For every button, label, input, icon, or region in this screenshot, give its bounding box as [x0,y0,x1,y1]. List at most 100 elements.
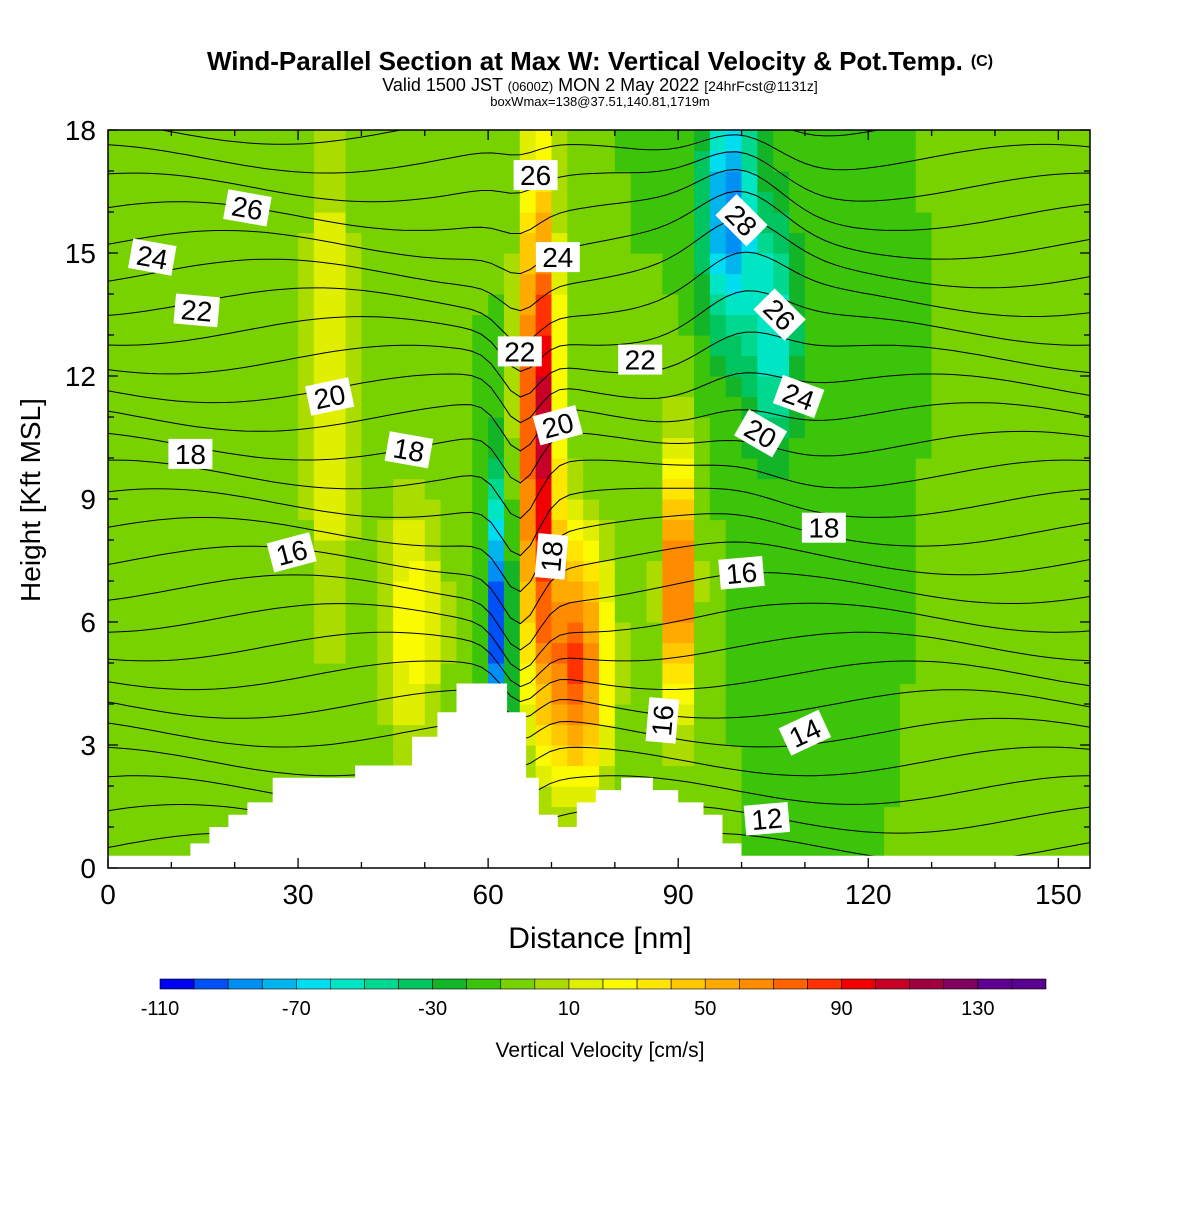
velocity-cell [725,519,743,541]
velocity-cell [187,519,204,541]
velocity-cell [345,253,363,275]
velocity-cell [282,212,299,234]
velocity-cell [234,335,252,357]
velocity-cell [503,581,521,603]
velocity-cell [1074,540,1090,562]
velocity-cell [694,437,711,459]
velocity-cell [963,437,980,459]
velocity-cell [630,130,648,152]
velocity-cell [868,376,885,398]
velocity-cell [599,478,616,500]
velocity-cell [915,417,933,439]
theta-contour-line [108,513,1090,593]
velocity-cell [456,499,473,521]
velocity-cell [440,601,458,623]
velocity-cell [599,212,616,234]
velocity-cell [171,765,188,787]
velocity-cell [694,704,711,726]
velocity-cell [250,581,267,603]
velocity-cell [725,437,743,459]
velocity-cell [171,396,188,418]
velocity-cell [915,171,933,193]
contour-label-text: 26 [520,160,551,191]
velocity-cell [789,499,806,521]
velocity-cell [852,519,869,541]
contour-label: 24 [128,238,177,276]
velocity-cell [646,663,663,685]
velocity-cell [123,478,141,500]
velocity-cell [1058,540,1075,562]
velocity-cell [329,273,347,295]
velocity-cell [424,642,442,664]
velocity-cell [361,704,378,726]
x-tick-label: 120 [845,879,892,910]
velocity-cell [994,806,1012,828]
velocity-cell [963,601,980,623]
velocity-cell [583,663,600,685]
velocity-cell [852,540,869,562]
velocity-cell [329,355,347,377]
velocity-cell [1074,212,1090,234]
velocity-cell [836,212,854,234]
velocity-cell [979,355,996,377]
velocity-cell [599,417,616,439]
velocity-cell [741,601,758,623]
velocity-cell [108,314,125,336]
velocity-cell [614,130,632,152]
velocity-cell [456,417,473,439]
velocity-cell [757,642,774,664]
velocity-cell [139,622,157,644]
velocity-cell [599,683,616,705]
velocity-cell [250,150,267,172]
velocity-cell [535,212,553,234]
velocity-cell [1010,478,1028,500]
velocity-cell [329,642,347,664]
velocity-cell [852,458,869,480]
velocity-cell [234,253,252,275]
velocity-cell [820,458,838,480]
velocity-cell [123,827,141,849]
velocity-cell [187,683,204,705]
x-tick-label: 0 [100,879,116,910]
velocity-cell [1058,704,1075,726]
velocity-cell [899,376,917,398]
velocity-cell [852,232,869,254]
velocity-cell [662,273,679,295]
velocity-cell [345,130,363,152]
velocity-cell [345,294,363,316]
velocity-cell [947,437,964,459]
velocity-cell [377,294,394,316]
velocity-cell [884,642,901,664]
velocity-cell [408,560,426,582]
velocity-cell [171,171,188,193]
colorbar-swatch [398,978,433,990]
velocity-cell [868,417,885,439]
velocity-cell [203,273,220,295]
velocity-cell [979,191,996,213]
velocity-cell [139,499,157,521]
velocity-cell [282,581,299,603]
velocity-cell [266,376,283,398]
velocity-cell [662,294,679,316]
velocity-cell [361,130,378,152]
velocity-cell [583,191,600,213]
velocity-cell [313,171,331,193]
velocity-cell [741,478,758,500]
velocity-cell [1074,171,1090,193]
velocity-cell [678,478,695,500]
velocity-cell [424,212,442,234]
velocity-cell [123,724,141,746]
velocity-cell [1042,253,1059,275]
velocity-cell [218,499,236,521]
velocity-cell [804,478,822,500]
velocity-cell [804,458,822,480]
velocity-cell [804,355,822,377]
velocity-cell [915,765,933,787]
velocity-cell [139,191,157,213]
velocity-cell [820,130,838,152]
velocity-cell [868,437,885,459]
velocity-cell [234,642,252,664]
velocity-cell [820,314,838,336]
velocity-cell [994,540,1012,562]
velocity-cell [234,355,252,377]
